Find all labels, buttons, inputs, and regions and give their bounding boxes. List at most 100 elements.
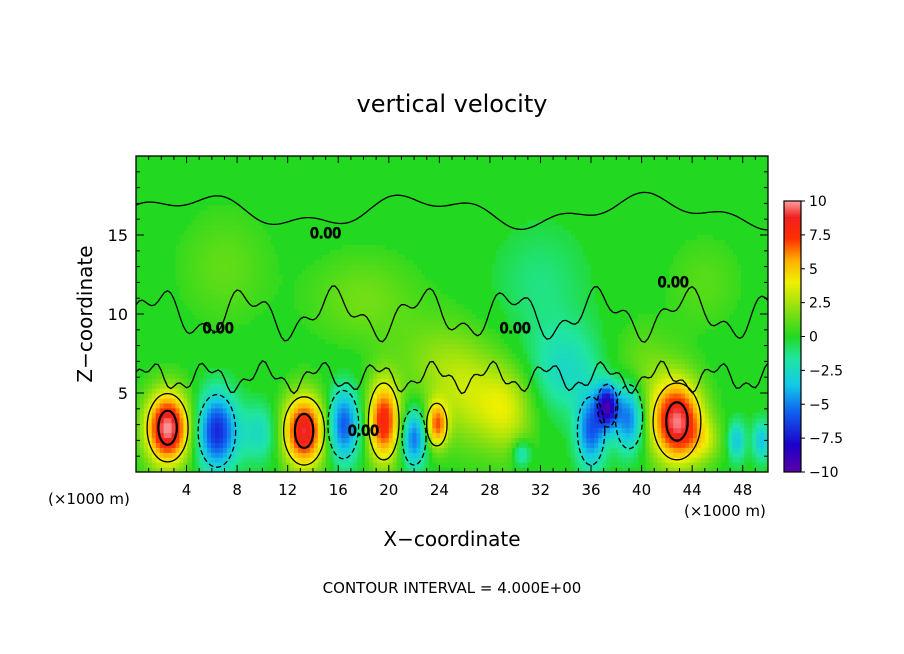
field-cell: [665, 417, 670, 424]
field-cell: [404, 462, 410, 468]
field-cell: [511, 437, 516, 443]
field-cell: [357, 264, 362, 271]
field-cell: [661, 388, 666, 394]
field-cell: [234, 289, 240, 295]
field-cell: [222, 205, 228, 211]
field-cell: [250, 457, 256, 463]
field-cell: [590, 437, 595, 443]
field-cell: [175, 407, 181, 414]
field-cell: [159, 373, 165, 379]
field-cell: [507, 244, 512, 251]
field-cell: [641, 378, 647, 384]
field-cell: [669, 328, 674, 335]
field-cell: [376, 259, 382, 266]
field-cell: [373, 422, 378, 429]
field-cell: [519, 437, 524, 443]
field-cell: [578, 348, 583, 355]
field-cell: [479, 417, 485, 424]
field-cell: [503, 388, 508, 394]
field-cell: [250, 407, 256, 414]
field-cell: [388, 304, 394, 310]
field-cell: [250, 220, 256, 226]
field-cell: [531, 299, 536, 305]
field-cell: [171, 378, 177, 384]
field-cell: [215, 323, 220, 330]
field-cell: [365, 422, 370, 429]
field-cell: [685, 402, 690, 409]
field-cell: [534, 289, 540, 295]
field-cell: [345, 323, 350, 330]
field-cell: [574, 274, 579, 281]
field-cell: [527, 318, 532, 325]
field-cell: [677, 402, 682, 409]
field-cell: [384, 417, 390, 424]
field-cell: [175, 412, 181, 419]
field-cell: [412, 417, 418, 424]
field-cell: [463, 393, 469, 399]
field-cell: [226, 294, 232, 300]
field-cell: [661, 447, 666, 453]
field-cell: [282, 447, 287, 453]
field-cell: [361, 397, 366, 404]
field-cell: [598, 383, 603, 389]
field-cell: [396, 279, 402, 285]
field-cell: [479, 447, 485, 453]
field-cell: [234, 249, 240, 256]
field-cell: [574, 378, 579, 384]
field-cell: [527, 254, 532, 261]
field-cell: [570, 452, 576, 458]
field-cell: [262, 467, 267, 472]
field-cell: [230, 279, 236, 285]
field-cell: [226, 279, 232, 285]
field-cell: [384, 402, 390, 409]
field-cell: [562, 422, 568, 429]
field-cell: [649, 368, 655, 374]
field-cell: [542, 378, 548, 384]
field-cell: [242, 279, 248, 285]
field-cell: [637, 402, 643, 409]
field-cell: [685, 259, 690, 266]
field-cell: [598, 373, 603, 379]
field-cell: [495, 437, 500, 443]
field-cell: [297, 378, 303, 384]
field-cell: [538, 249, 544, 256]
field-cell: [187, 462, 192, 468]
field-cell: [384, 412, 390, 419]
field-cell: [408, 294, 414, 300]
field-cell: [313, 373, 319, 379]
field-cell: [238, 314, 244, 320]
field-cell: [353, 407, 358, 414]
field-cell: [392, 314, 398, 320]
field-cell: [408, 457, 414, 463]
field-cell: [527, 422, 532, 429]
field-cell: [459, 338, 465, 345]
field-cell: [242, 467, 248, 472]
field-cell: [420, 383, 425, 389]
field-cell: [345, 333, 350, 340]
field-cell: [637, 343, 643, 350]
field-cell: [380, 432, 386, 439]
field-cell: [282, 397, 287, 404]
field-cell: [448, 383, 453, 389]
field-cell: [136, 422, 141, 429]
field-cell: [637, 328, 643, 335]
field-cell: [404, 304, 410, 310]
field-cell: [479, 397, 485, 404]
field-cell: [519, 309, 524, 315]
field-cell: [380, 294, 386, 300]
field-cell: [440, 432, 445, 439]
field-cell: [606, 368, 611, 374]
field-cell: [432, 358, 437, 364]
field-cell: [515, 462, 520, 468]
field-cell: [396, 333, 402, 340]
field-cell: [361, 289, 366, 295]
field-cell: [491, 373, 497, 379]
field-cell: [416, 363, 421, 369]
field-cell: [266, 284, 271, 290]
field-cell: [455, 323, 461, 330]
field-cell: [566, 294, 572, 300]
field-cell: [365, 274, 370, 281]
field-cell: [534, 358, 540, 364]
field-cell: [337, 373, 342, 379]
field-cell: [613, 402, 619, 409]
